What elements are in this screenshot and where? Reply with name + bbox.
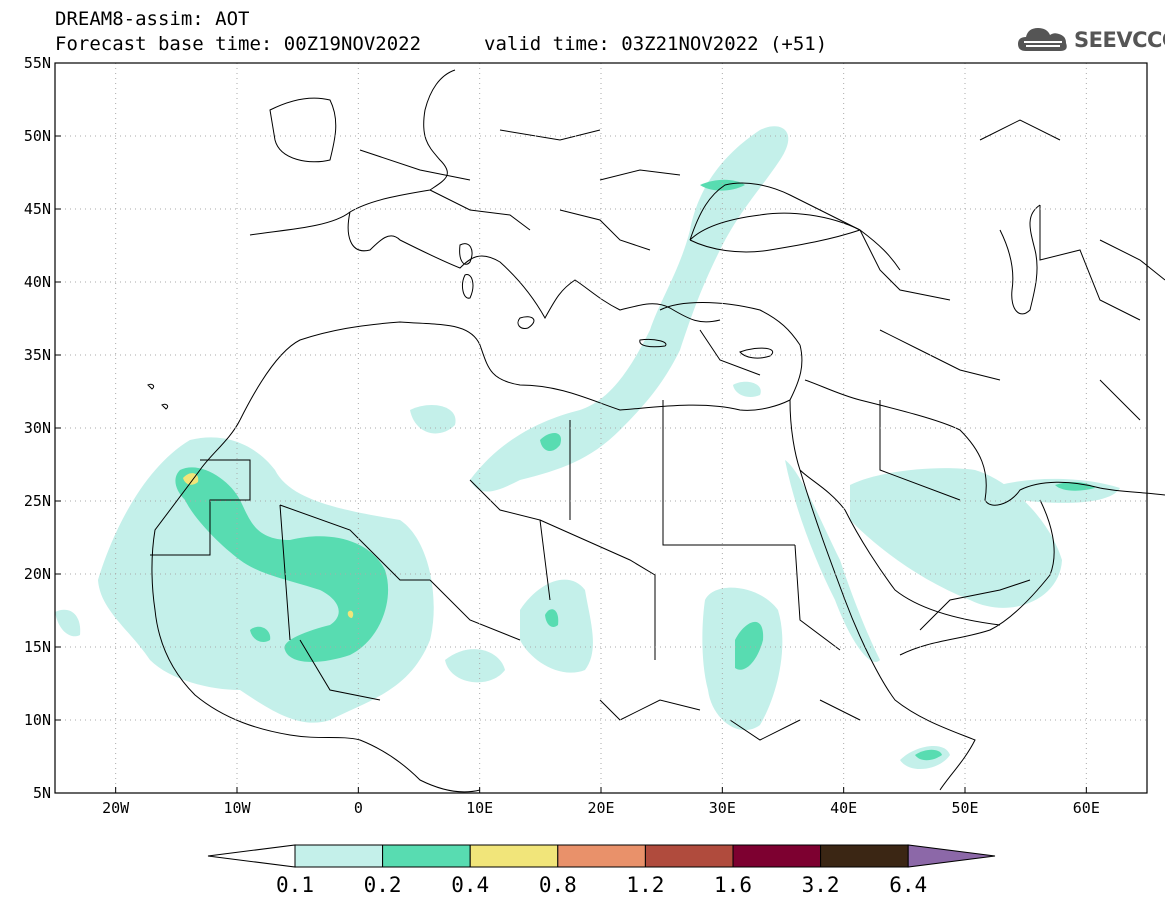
coastline-north-africa — [239, 321, 803, 421]
aot-core-sudan — [735, 621, 764, 670]
colorbar-label: 1.6 — [714, 873, 752, 897]
lat-tick-label: 50N — [24, 127, 51, 145]
colorbar-label: 1.2 — [626, 873, 665, 897]
aot-layer — [55, 126, 1120, 770]
lat-tick-label: 20N — [24, 565, 51, 583]
coastline-arabia — [804, 379, 1165, 656]
coastline-europe — [249, 69, 901, 346]
lat-axis: 55N 50N 45N 40N 35N 30N 25N 20N 15N 10N 5N — [24, 54, 61, 802]
colorbar-label: 3.2 — [801, 873, 840, 897]
aot-peak-western-sahara — [183, 473, 199, 485]
colorbar-segment — [557, 844, 646, 868]
lon-tick-label: 30E — [709, 799, 736, 817]
coastline-black-sea — [689, 182, 861, 253]
aot-core-niger — [545, 609, 559, 627]
lon-tick-label: 60E — [1073, 799, 1100, 817]
aot-contour-arabia — [850, 468, 1062, 608]
lat-tick-label: 5N — [33, 784, 51, 802]
coastlines-and-borders — [147, 69, 1165, 793]
aot-contour-egypt — [733, 381, 761, 397]
lat-tick-label: 40N — [24, 273, 51, 291]
island-outlines — [147, 243, 773, 410]
cloud-icon — [1018, 28, 1067, 51]
aot-contour-niger — [520, 579, 593, 673]
lat-tick-label: 10N — [24, 711, 51, 729]
lon-tick-label: 20W — [102, 799, 130, 817]
colorbar-label: 0.1 — [276, 873, 314, 897]
colorbar-segment — [644, 844, 734, 868]
colorbar-label: 6.4 — [889, 873, 928, 897]
lon-tick-label: 40E — [830, 799, 857, 817]
lat-tick-label: 15N — [24, 638, 51, 656]
colorbar-segment — [732, 844, 822, 868]
colorbar-segment — [382, 844, 471, 868]
colorbar-segment — [820, 844, 909, 868]
map-title: DREAM8-assim: AOT — [55, 8, 250, 30]
logo-text: SEEVCCC — [1074, 28, 1165, 52]
coastline-caspian — [999, 204, 1041, 315]
aot-peak-mali — [347, 610, 354, 618]
lat-tick-label: 45N — [24, 200, 51, 218]
aot-core-black-sea — [700, 179, 745, 191]
colorbar-segment — [294, 844, 384, 868]
colorbar-label: 0.4 — [451, 873, 490, 897]
lon-tick-label: 10E — [466, 799, 493, 817]
lon-axis: 20W 10W 0 10E 20E 30E 40E 50E 60E — [102, 787, 1100, 817]
lon-tick-label: 50E — [951, 799, 978, 817]
colorbar-over-arrow — [907, 844, 996, 868]
coastline-west-africa — [151, 419, 481, 793]
colorbar-label: 0.8 — [538, 873, 577, 897]
lat-tick-label: 35N — [24, 346, 51, 364]
aot-contour-atlantic — [55, 609, 81, 637]
aot-core-libya — [540, 433, 561, 452]
colorbar-label: 0.2 — [363, 873, 402, 897]
aot-contour-red-sea — [785, 460, 880, 662]
aot-contour-libya — [410, 405, 456, 434]
aot-core-mauritania-sw — [250, 626, 271, 642]
grid-lines — [55, 63, 1147, 793]
lon-tick-label: 20E — [587, 799, 614, 817]
coastline-red-sea — [789, 399, 1001, 791]
lat-tick-label: 25N — [24, 492, 51, 510]
lat-tick-label: 30N — [24, 419, 51, 437]
seevccc-logo: SEEVCCC — [1016, 22, 1165, 58]
lon-tick-label: 0 — [354, 799, 363, 817]
colorbar-segment — [469, 844, 559, 868]
aot-contour-chad — [445, 649, 505, 683]
aot-core-horn — [915, 749, 942, 761]
lat-tick-label: 55N — [24, 54, 51, 72]
forecast-base-time: Forecast base time: 00Z19NOV2022 — [55, 33, 422, 55]
border-lines — [150, 119, 1165, 741]
colorbar-under-arrow — [207, 844, 296, 868]
aot-core-west-africa — [175, 467, 389, 662]
colorbar — [207, 844, 996, 868]
aot-contour-sahara-central — [470, 126, 789, 492]
valid-time: valid time: 03Z21NOV2022 (+51) — [484, 33, 828, 55]
lon-tick-label: 10W — [223, 799, 251, 817]
